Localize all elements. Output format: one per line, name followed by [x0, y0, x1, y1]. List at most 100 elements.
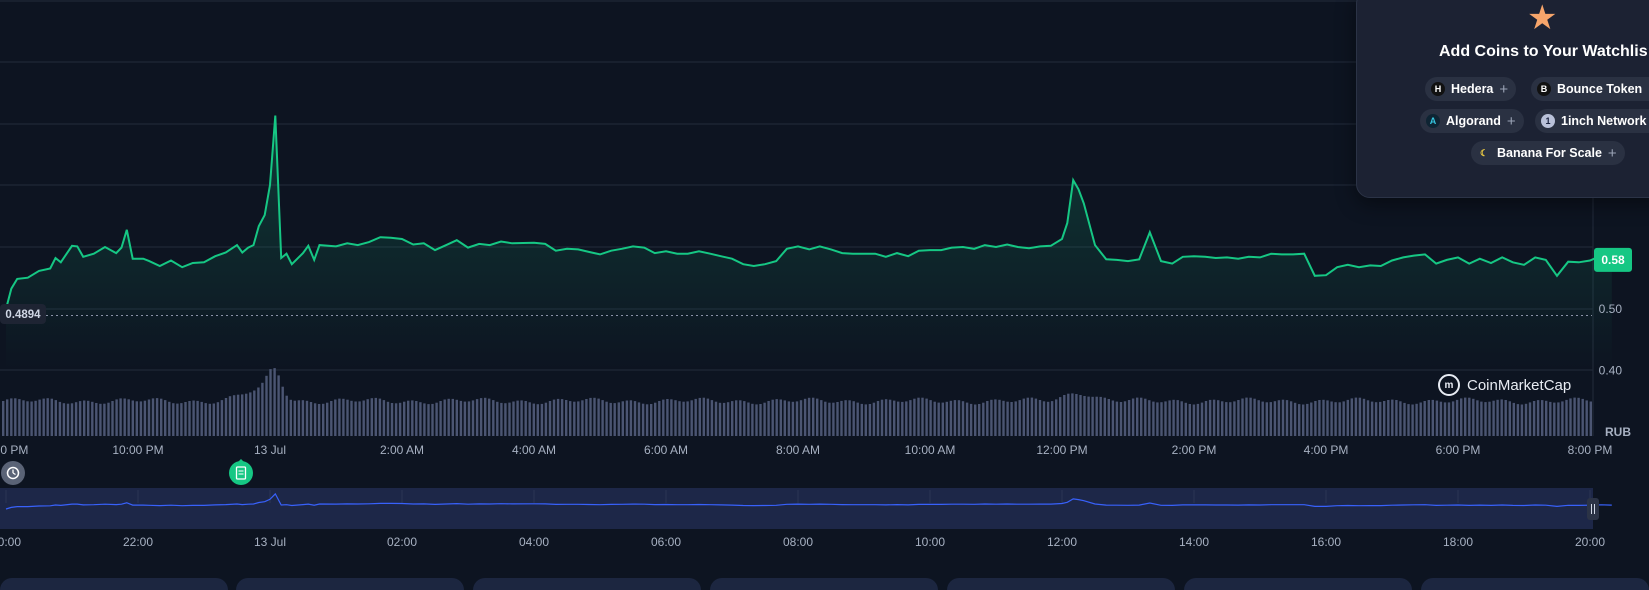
volume-bar — [119, 398, 122, 436]
event-marker[interactable] — [229, 459, 253, 485]
watch-coin-algorand[interactable]: A Algorand + — [1420, 109, 1524, 133]
volume-bar — [901, 401, 904, 436]
volume-bar — [419, 402, 422, 436]
volume-bar — [905, 401, 908, 436]
volume-bar — [1528, 402, 1532, 436]
currency-label: RUB — [1605, 425, 1631, 439]
volume-bar — [1075, 394, 1078, 436]
price-line — [5, 115, 1613, 310]
nav-tick-9: 14:00 — [1179, 535, 1209, 549]
navigator-range[interactable] — [0, 488, 1593, 529]
volume-bar — [1131, 398, 1135, 436]
volume-bar — [1451, 401, 1455, 436]
volume-bar — [1022, 398, 1025, 436]
open-price-badge: 0.4894 — [0, 304, 46, 324]
watch-coin-1inch[interactable]: 1 1inch Network + — [1535, 109, 1649, 133]
volume-bar — [188, 401, 191, 436]
volume-bar — [164, 400, 167, 436]
bottom-tab-7[interactable] — [1421, 578, 1649, 590]
volume-bar — [933, 401, 936, 436]
volume-bar — [1549, 401, 1552, 436]
volume-bar — [42, 398, 45, 436]
volume-bar — [435, 402, 438, 436]
volume-bar — [1265, 402, 1268, 436]
navigator-handle[interactable] — [1587, 498, 1599, 520]
volume-bar — [172, 403, 175, 436]
volume-bar — [1302, 404, 1305, 436]
volume-bar — [455, 399, 458, 436]
volume-bar — [1557, 402, 1560, 436]
x-tick-4: 4:00 AM — [512, 443, 556, 457]
volume-bar — [731, 401, 734, 436]
volume-bar — [459, 400, 463, 436]
volume-bar — [573, 401, 576, 436]
volume-bar — [1553, 402, 1556, 436]
volume-bar — [787, 401, 791, 436]
volume-bar — [1253, 398, 1256, 436]
volume-bar — [812, 397, 815, 436]
bottom-tab-3[interactable] — [473, 578, 701, 590]
volume-bar — [1269, 402, 1272, 436]
volume-bar — [763, 402, 766, 436]
volume-bar — [617, 402, 620, 436]
volume-bar — [1188, 404, 1191, 436]
volume-bar — [1496, 399, 1499, 436]
volume-bar — [1160, 402, 1163, 436]
volume-bar — [569, 401, 572, 436]
bottom-tab-4[interactable] — [710, 578, 938, 590]
bounce-icon: B — [1537, 82, 1551, 96]
y-axis: 0.40 0.50 — [1599, 302, 1623, 377]
volume-bar — [957, 400, 961, 436]
coin-name: Algorand — [1446, 114, 1501, 128]
volume-bar — [1504, 400, 1507, 436]
volume-bar — [998, 399, 1001, 436]
volume-bar — [1038, 400, 1042, 436]
volume-bar — [816, 398, 819, 436]
volume-bar — [131, 400, 134, 436]
volume-bar — [1512, 402, 1515, 436]
volume-bar — [1581, 398, 1584, 436]
volume-bar — [1034, 398, 1038, 436]
volume-bar — [200, 401, 203, 436]
volume-bar — [864, 404, 867, 436]
bottom-tab-1[interactable] — [0, 578, 228, 590]
volume-bar — [565, 400, 568, 436]
volume-bar — [1119, 402, 1123, 436]
watch-coin-hedera[interactable]: H Hedera + — [1425, 77, 1517, 101]
bottom-tab-6[interactable] — [1184, 578, 1412, 590]
bottom-tab-2[interactable] — [236, 578, 464, 590]
volume-bar — [1318, 400, 1321, 436]
volume-bar — [625, 400, 629, 436]
volume-bar — [431, 403, 434, 436]
volume-bar — [1589, 401, 1592, 436]
nav-tick-0: 20:00 — [0, 535, 21, 549]
volume-bar — [844, 400, 847, 436]
volume-bar — [208, 403, 211, 436]
volume-bar — [78, 401, 82, 436]
volume-bar — [378, 398, 382, 436]
volume-bar — [1217, 400, 1220, 436]
volume-bar — [83, 400, 86, 436]
watch-coin-banana[interactable]: ☾ Banana For Scale + — [1471, 141, 1625, 165]
history-icon — [6, 466, 20, 480]
volume-bar — [467, 401, 471, 436]
volume-bar — [107, 402, 110, 436]
volume-bar — [224, 398, 228, 436]
bottom-tab-5[interactable] — [947, 578, 1175, 590]
volume-bar — [670, 399, 673, 436]
volume-bar — [791, 401, 795, 436]
volume-bar — [820, 400, 823, 436]
volume-bar — [735, 400, 738, 436]
volume-bar — [216, 402, 220, 436]
star-icon: ★ — [1527, 0, 1558, 37]
coinmarketcap-icon: m — [1438, 374, 1460, 396]
volume-bar — [1532, 401, 1536, 436]
volume-bar — [322, 403, 325, 436]
watch-coin-bounce[interactable]: B Bounce Token + — [1531, 77, 1649, 101]
history-button[interactable] — [1, 461, 25, 485]
volume-bar — [297, 400, 301, 436]
volume-bar — [1245, 397, 1248, 436]
algorand-icon: A — [1426, 114, 1440, 128]
volume-bar — [560, 399, 564, 436]
